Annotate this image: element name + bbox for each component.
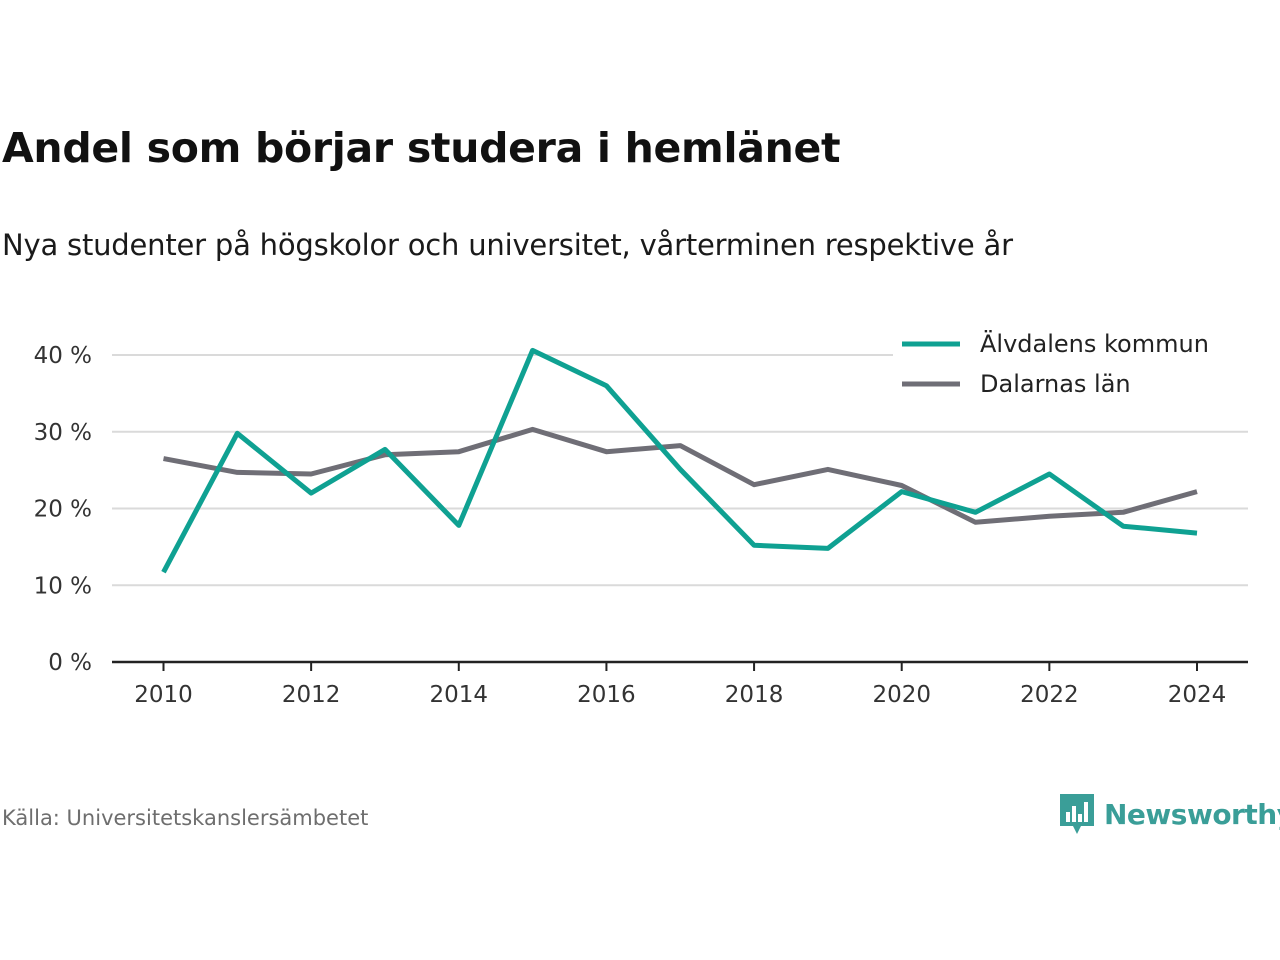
- brand-name: Newsworthy: [1104, 797, 1280, 831]
- legend-label: Dalarnas län: [980, 370, 1131, 398]
- x-tick-label: 2020: [872, 682, 931, 708]
- x-tick-label: 2010: [134, 682, 193, 708]
- y-tick-label: 0 %: [48, 650, 92, 676]
- series-line-dalarnas-län: [163, 426, 1198, 525]
- x-tick-label: 2014: [430, 682, 489, 708]
- newsworthy-logo-icon: [1060, 794, 1094, 834]
- x-tick-label: 2016: [577, 682, 636, 708]
- x-tick-label: 2018: [725, 682, 784, 708]
- legend-label: Älvdalens kommun: [980, 329, 1209, 358]
- x-axis-tick-labels: 2010 2012 2014 2016 2018 2020 2022 2024: [134, 682, 1226, 708]
- x-tick-label: 2012: [282, 682, 341, 708]
- source-note: Källa: Universitetskanslersämbetet: [2, 806, 369, 830]
- brand-logo: Newsworthy: [1058, 790, 1280, 838]
- y-tick-label: 30 %: [34, 420, 92, 446]
- x-axis: [112, 660, 1248, 671]
- x-tick-label: 2024: [1168, 682, 1227, 708]
- y-axis-tick-labels: 0 % 10 % 20 % 30 % 40 %: [34, 343, 92, 676]
- chart-subtitle: Nya studenter på högskolor och universit…: [2, 228, 1013, 262]
- y-tick-label: 20 %: [34, 497, 92, 523]
- legend: Älvdalens kommun Dalarnas län: [893, 323, 1249, 409]
- chart-title: Andel som börjar studera i hemlänet: [2, 124, 841, 172]
- legend-background: [893, 323, 1249, 409]
- x-tick-label: 2022: [1020, 682, 1079, 708]
- y-tick-label: 10 %: [34, 573, 92, 599]
- series-lines: [161, 347, 1198, 574]
- y-tick-label: 40 %: [34, 343, 92, 369]
- series-line-älvdalens-kommun: [161, 347, 1198, 574]
